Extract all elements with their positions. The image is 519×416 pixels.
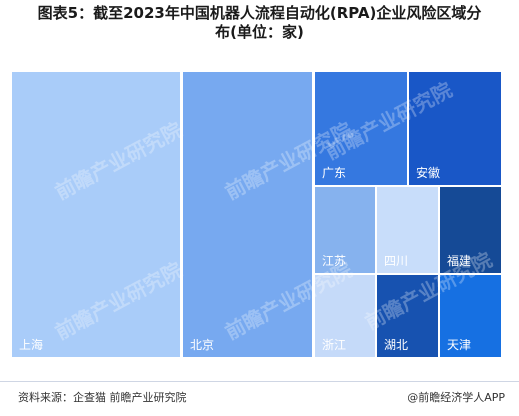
brand-label: @前瞻经济学人APP	[407, 391, 505, 404]
treemap-cell-3: 广东	[315, 72, 407, 185]
treemap-label: 安徽	[416, 165, 440, 180]
treemap-cell-4: 安徽	[409, 72, 501, 185]
treemap-label: 湖北	[384, 337, 408, 352]
treemap-rect	[315, 275, 375, 357]
treemap-label: 广东	[322, 166, 346, 180]
treemap-rect	[12, 72, 180, 357]
chart-title: 图表5：截至2023年中国机器人流程自动化(RPA)企业风险区域分 布(单位：家…	[0, 4, 519, 42]
treemap-rect	[377, 187, 438, 273]
treemap-label: 上海	[19, 337, 43, 352]
treemap-cell-6: 四川	[377, 187, 438, 273]
treemap-rect	[440, 187, 501, 273]
treemap-cell-7: 福建	[440, 187, 501, 273]
treemap-label: 四川	[384, 254, 408, 268]
treemap-rect	[315, 187, 375, 273]
treemap-label: 天津	[447, 338, 471, 352]
treemap-cell-1: 上海	[12, 72, 180, 357]
treemap-rect	[409, 72, 501, 185]
chart-title-line-1: 图表5：截至2023年中国机器人流程自动化(RPA)企业风险区域分	[37, 4, 482, 22]
source-note: 资料来源：企查猫 前瞻产业研究院	[18, 391, 187, 404]
treemap-cell-10: 天津	[440, 275, 501, 357]
treemap-cell-8: 浙江	[315, 275, 375, 357]
treemap-rect	[183, 72, 312, 357]
treemap-label: 浙江	[322, 338, 346, 352]
treemap-label: 江苏	[322, 254, 346, 268]
treemap-label: 北京	[190, 338, 214, 352]
treemap-cell-2: 北京	[183, 72, 312, 357]
treemap-rect	[315, 72, 407, 185]
treemap-rect	[377, 275, 438, 357]
footer: 资料来源：企查猫 前瞻产业研究院 @前瞻经济学人APP	[0, 381, 519, 416]
treemap-rect	[440, 275, 501, 357]
treemap-cell-5: 江苏	[315, 187, 375, 273]
treemap-cell-9: 湖北	[377, 275, 438, 357]
treemap-label: 福建	[447, 253, 471, 268]
chart-title-line-2: 布(单位：家)	[215, 23, 304, 41]
